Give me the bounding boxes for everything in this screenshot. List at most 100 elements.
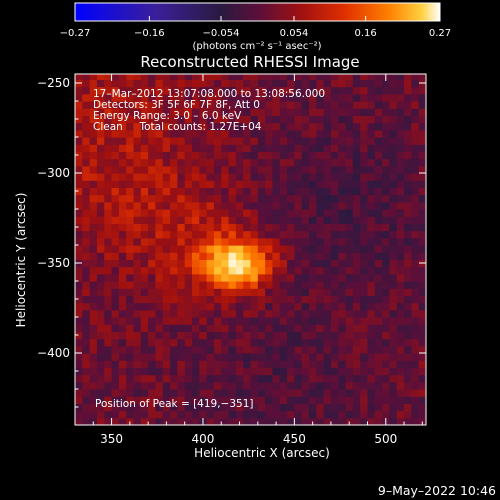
heatmap-cell xyxy=(221,245,230,253)
heatmap-cell xyxy=(294,360,303,368)
heatmap-cell xyxy=(360,410,369,419)
heatmap-cell xyxy=(221,216,230,224)
heatmap-cell xyxy=(221,144,230,152)
heatmap-cell xyxy=(330,129,339,138)
heatmap-cell xyxy=(294,302,303,311)
heatmap-cell xyxy=(235,295,244,304)
heatmap-cell xyxy=(279,410,288,419)
heatmap-cell xyxy=(118,259,127,268)
heatmap-cell xyxy=(184,93,193,102)
heatmap-cell xyxy=(177,93,186,102)
heatmap-cell xyxy=(133,108,142,116)
heatmap-cell xyxy=(257,173,266,181)
heatmap-cell xyxy=(360,216,369,224)
heatmap-cell xyxy=(162,158,171,167)
heatmap-cell xyxy=(243,281,252,289)
heatmap-cell xyxy=(389,345,398,354)
heatmap-cell xyxy=(418,187,426,196)
heatmap-cell xyxy=(411,101,420,109)
heatmap-cell xyxy=(133,331,142,340)
heatmap-cell xyxy=(389,381,398,390)
heatmap-cell xyxy=(279,374,288,383)
heatmap-cell xyxy=(228,396,237,404)
heatmap-cell xyxy=(411,259,420,268)
heatmap-cell xyxy=(382,194,391,203)
heatmap-cell xyxy=(272,230,281,239)
heatmap-cell xyxy=(352,216,361,224)
heatmap-cell xyxy=(140,410,149,419)
heatmap-cell xyxy=(367,180,376,188)
heatmap-cell xyxy=(279,345,288,354)
heatmap-cell xyxy=(192,237,200,246)
heatmap-cell xyxy=(162,223,171,232)
heatmap-cell xyxy=(265,309,274,318)
heatmap-cell xyxy=(140,187,149,196)
heatmap-cell xyxy=(104,367,113,376)
heatmap-cell xyxy=(118,79,127,88)
heatmap-cell xyxy=(148,396,157,404)
heatmap-cell xyxy=(155,230,164,239)
heatmap-cell xyxy=(382,108,391,116)
heatmap-cell xyxy=(82,360,91,368)
heatmap-cell xyxy=(155,281,164,289)
heatmap-cell xyxy=(265,93,274,102)
heatmap-cell xyxy=(184,403,193,412)
heatmap-cell xyxy=(309,338,317,347)
heatmap-cell xyxy=(184,353,193,361)
heatmap-cell xyxy=(330,187,339,196)
heatmap-cell xyxy=(338,115,347,124)
heatmap-cell xyxy=(360,266,369,275)
heatmap-cell xyxy=(345,266,354,275)
heatmap-cell xyxy=(345,396,354,404)
heatmap-cell xyxy=(213,201,222,210)
heatmap-cell xyxy=(287,331,295,340)
heatmap-cell xyxy=(148,216,157,224)
heatmap-cell xyxy=(96,360,105,368)
heatmap-cell xyxy=(360,403,369,412)
heatmap-cell xyxy=(243,151,252,160)
heatmap-cell xyxy=(133,338,142,347)
heatmap-cell xyxy=(221,389,230,397)
heatmap-cell xyxy=(111,115,120,124)
heatmap-cell xyxy=(396,74,405,80)
heatmap-cell xyxy=(345,252,354,260)
heatmap-cell xyxy=(235,93,244,102)
heatmap-cell xyxy=(338,108,347,116)
heatmap-cell xyxy=(96,281,105,289)
heatmap-cell xyxy=(155,266,164,275)
heatmap-cell xyxy=(235,230,244,239)
heatmap-cell xyxy=(279,324,288,332)
heatmap-cell xyxy=(323,245,332,253)
heatmap-cell xyxy=(82,216,91,224)
heatmap-cell xyxy=(272,115,281,124)
heatmap-cell xyxy=(250,338,259,347)
heatmap-cell xyxy=(192,367,200,376)
heatmap-cell xyxy=(126,252,135,260)
heatmap-cell xyxy=(184,288,193,296)
heatmap-cell xyxy=(221,281,230,289)
heatmap-cell xyxy=(316,338,325,347)
heatmap-cell xyxy=(279,108,288,116)
heatmap-cell xyxy=(75,381,83,390)
heatmap-cell xyxy=(382,309,391,318)
heatmap-cell xyxy=(133,93,142,102)
heatmap-cell xyxy=(250,129,259,138)
heatmap-cell xyxy=(228,158,237,167)
heatmap-cell xyxy=(367,360,376,368)
heatmap-cell xyxy=(272,245,281,253)
heatmap-cell xyxy=(96,187,105,196)
heatmap-cell xyxy=(221,252,230,260)
heatmap-cell xyxy=(213,331,222,340)
heatmap-cell xyxy=(352,245,361,253)
heatmap-cell xyxy=(170,353,178,361)
heatmap-cell xyxy=(221,367,230,376)
heatmap-cell xyxy=(140,309,149,318)
heatmap-cell xyxy=(272,252,281,260)
heatmap-cell xyxy=(367,158,376,167)
heatmap-cell xyxy=(272,345,281,354)
heatmap-cell xyxy=(265,259,274,268)
heatmap-cell xyxy=(228,230,237,239)
heatmap-cell xyxy=(360,237,369,246)
heatmap-cell xyxy=(367,374,376,383)
heatmap-cell xyxy=(89,259,98,268)
